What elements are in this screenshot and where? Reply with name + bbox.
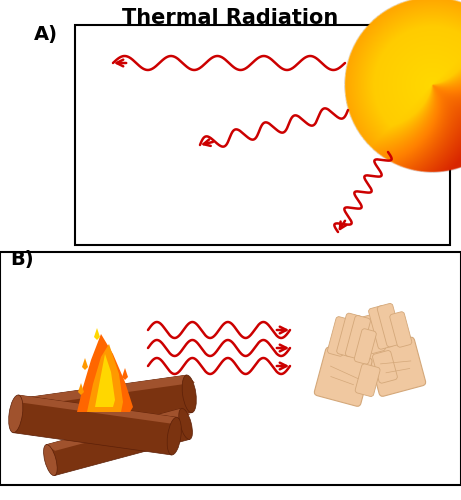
FancyBboxPatch shape xyxy=(361,314,385,354)
Text: A): A) xyxy=(34,25,58,44)
Bar xyxy=(0,252,461,485)
Polygon shape xyxy=(77,334,133,412)
Polygon shape xyxy=(28,375,192,435)
Polygon shape xyxy=(122,368,128,380)
FancyBboxPatch shape xyxy=(377,304,402,347)
Polygon shape xyxy=(78,383,84,395)
Ellipse shape xyxy=(182,375,196,412)
Text: B): B) xyxy=(10,250,34,269)
Polygon shape xyxy=(18,395,180,425)
Ellipse shape xyxy=(44,444,57,476)
Polygon shape xyxy=(87,344,123,412)
FancyBboxPatch shape xyxy=(368,337,426,396)
Polygon shape xyxy=(13,395,177,455)
FancyBboxPatch shape xyxy=(354,328,376,364)
Polygon shape xyxy=(28,375,195,405)
Text: Thermal Radiation: Thermal Radiation xyxy=(122,8,338,28)
FancyBboxPatch shape xyxy=(314,347,372,406)
FancyBboxPatch shape xyxy=(368,306,394,349)
FancyBboxPatch shape xyxy=(337,313,362,356)
Polygon shape xyxy=(95,354,115,407)
Polygon shape xyxy=(82,358,88,370)
Polygon shape xyxy=(46,408,190,451)
FancyBboxPatch shape xyxy=(327,316,352,356)
FancyBboxPatch shape xyxy=(390,312,412,347)
Ellipse shape xyxy=(24,398,38,435)
Ellipse shape xyxy=(9,395,23,432)
Ellipse shape xyxy=(167,418,181,455)
Bar xyxy=(75,25,450,245)
FancyBboxPatch shape xyxy=(372,350,397,383)
Polygon shape xyxy=(46,408,190,476)
Ellipse shape xyxy=(179,408,192,440)
Polygon shape xyxy=(94,328,100,340)
FancyBboxPatch shape xyxy=(345,316,371,359)
FancyBboxPatch shape xyxy=(355,364,380,396)
